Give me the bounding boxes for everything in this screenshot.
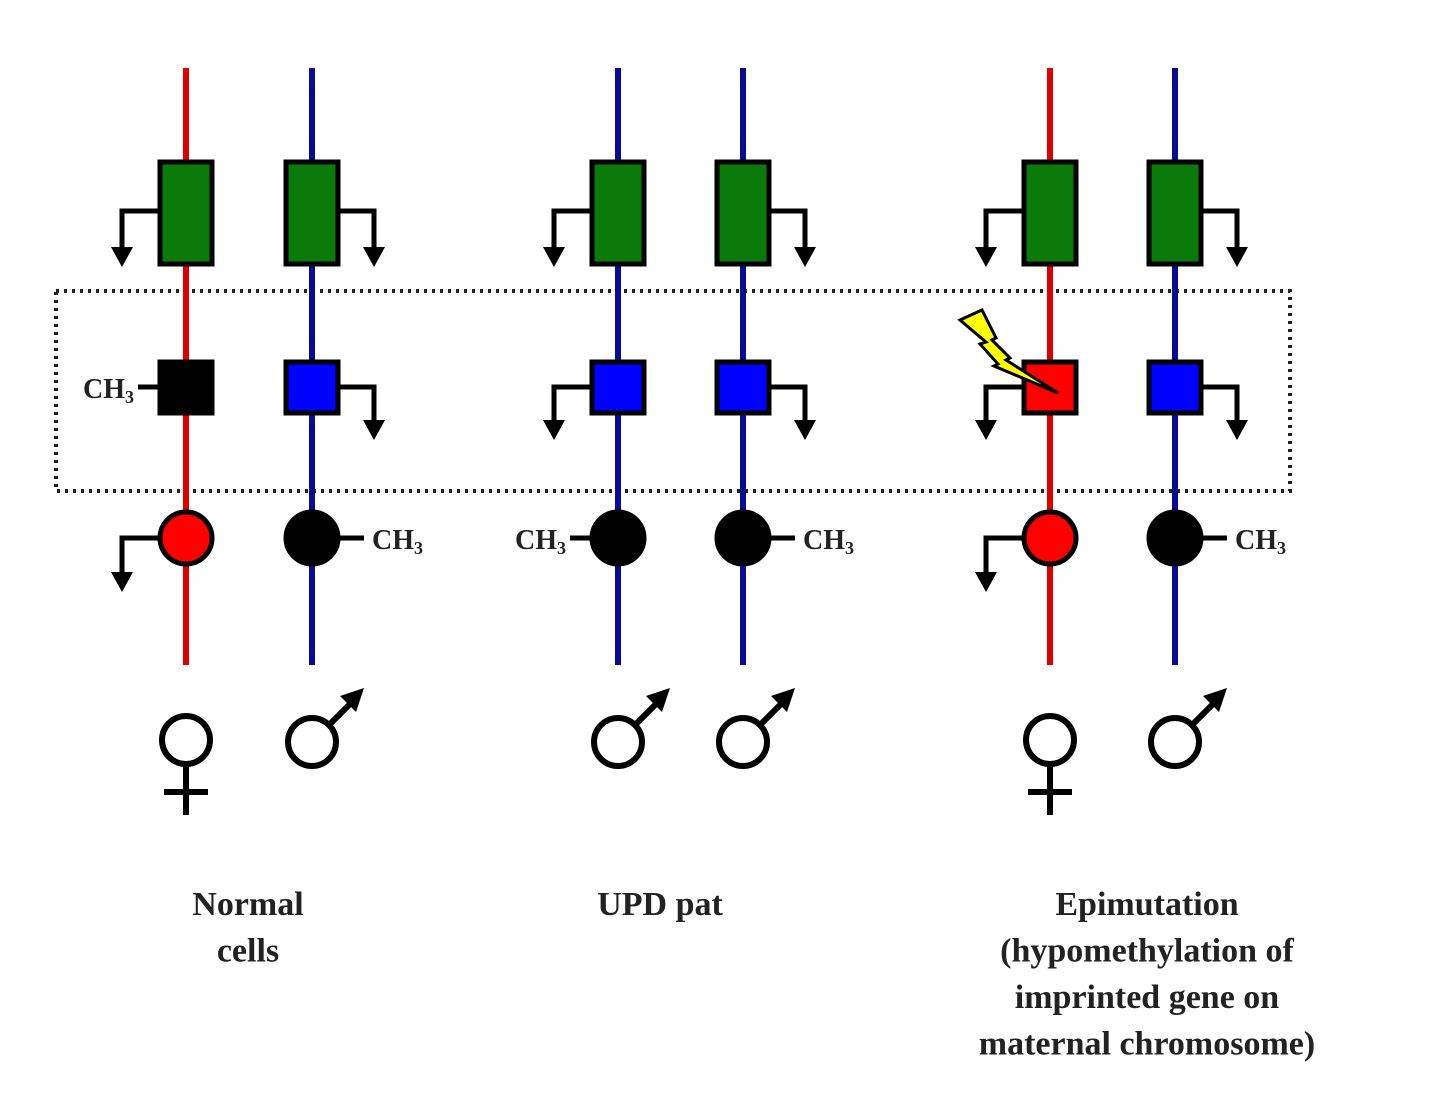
expression-arrow-icon-head <box>794 247 816 267</box>
expression-arrow-icon-head <box>975 572 997 592</box>
imprinted-circle-gene <box>1146 509 1204 567</box>
expression-arrow-icon-head <box>975 420 997 440</box>
male-symbol-icon <box>285 688 364 769</box>
imprinted-gene <box>157 359 215 416</box>
paternal-chromosome: CH3 <box>283 68 423 769</box>
expression-arrow-icon <box>983 384 1024 424</box>
panel-label-line: imprinted gene on <box>1015 979 1280 1016</box>
expression-arrow-icon <box>119 208 160 251</box>
expression-arrow-icon-head <box>111 247 133 267</box>
panel-2: CH3 Epimutation (hypomethylation of imprint… <box>957 68 1315 1063</box>
panel-label-line: Epimutation <box>1055 886 1238 923</box>
male-symbol-icon <box>1148 688 1227 769</box>
non-imprinted-gene <box>283 159 341 267</box>
imprinted-circle-gene <box>283 509 341 567</box>
paternal-chromosome: CH3 <box>515 68 670 769</box>
expression-arrow-icon-head <box>543 247 565 267</box>
maternal-chromosome <box>957 68 1079 815</box>
expression-arrow-icon-head <box>975 247 997 267</box>
panel-label: Normal cells <box>192 886 303 970</box>
expression-arrow-icon <box>338 384 377 424</box>
non-imprinted-gene <box>157 159 215 267</box>
methyl-label: CH3 <box>372 525 423 558</box>
imprinted-circle-gene <box>157 509 215 567</box>
non-imprinted-gene <box>1146 159 1204 267</box>
imprinted-gene <box>589 359 647 416</box>
methyl-label: CH3 <box>83 374 134 407</box>
panel-label-line: maternal chromosome) <box>979 1026 1315 1063</box>
expression-arrow-icon <box>769 384 808 424</box>
imprinted-circle-gene <box>1021 509 1079 567</box>
expression-arrow-icon <box>983 535 1024 576</box>
expression-arrow-icon-head <box>1226 247 1248 267</box>
expression-arrow-icon <box>769 208 808 251</box>
expression-arrow-icon-head <box>363 420 385 440</box>
imprinted-circle-gene <box>589 509 647 567</box>
panel-label-line: Normal <box>192 886 303 923</box>
male-symbol-icon <box>716 688 795 769</box>
expression-arrow-icon <box>551 208 592 251</box>
expression-arrow-icon <box>338 208 377 251</box>
expression-arrow-icon-head <box>794 420 816 440</box>
lightning-bolt-icon <box>957 308 1059 395</box>
paternal-chromosome: CH3 <box>1146 68 1286 769</box>
female-symbol-icon <box>159 713 213 815</box>
maternal-chromosome: CH3 <box>83 68 215 815</box>
expression-arrow-icon-head <box>1226 420 1248 440</box>
expression-arrow-icon <box>983 208 1024 251</box>
methyl-label: CH3 <box>803 525 854 558</box>
panel-label-line: (hypomethylation of <box>1000 933 1294 970</box>
methyl-label: CH3 <box>515 525 566 558</box>
panel-0: CH3 CH3 Normal cells <box>83 68 423 970</box>
expression-arrow-icon <box>551 384 592 424</box>
expression-arrow-icon <box>1201 208 1240 251</box>
non-imprinted-gene <box>589 159 647 267</box>
expression-arrow-icon-head <box>111 572 133 592</box>
non-imprinted-gene <box>1021 159 1079 267</box>
expression-arrow-icon <box>119 535 160 576</box>
paternal-chromosome: CH3 <box>714 68 854 769</box>
imprinted-region-box <box>54 289 1292 493</box>
methyl-label: CH3 <box>1235 525 1286 558</box>
imprinted-gene <box>1146 359 1204 416</box>
panel-label: Epimutation (hypomethylation of imprinted … <box>979 886 1315 1063</box>
female-symbol-icon <box>1023 713 1077 815</box>
imprinted-gene <box>714 359 772 416</box>
panel-label: UPD pat <box>597 886 723 923</box>
expression-arrow-icon-head <box>543 420 565 440</box>
expression-arrow-icon <box>1201 384 1240 424</box>
imprinted-circle-gene <box>714 509 772 567</box>
panel-label-line: cells <box>217 933 279 970</box>
panel-1: CH3 CH3 UPD pat <box>515 68 854 923</box>
expression-arrow-icon-head <box>363 247 385 267</box>
imprinted-gene <box>283 359 341 416</box>
male-symbol-icon <box>591 688 670 769</box>
panel-label-line: UPD pat <box>597 886 723 923</box>
non-imprinted-gene <box>714 159 772 267</box>
